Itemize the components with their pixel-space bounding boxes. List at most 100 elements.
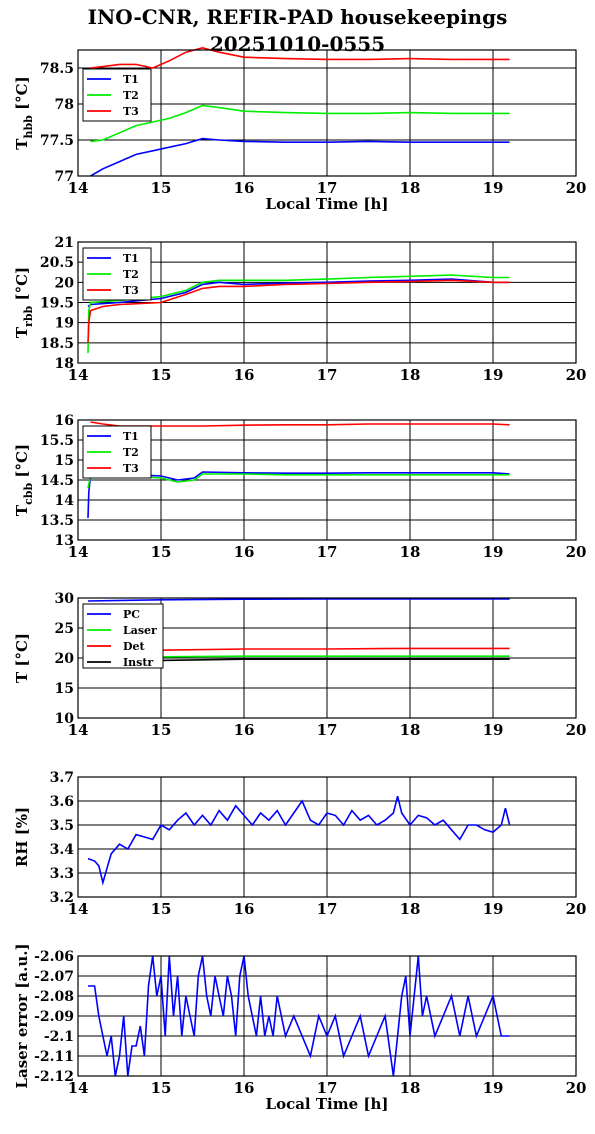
y-axis-label-sub: hbb bbox=[22, 115, 35, 139]
series-line-t1 bbox=[87, 278, 510, 308]
plot-frame bbox=[77, 241, 577, 364]
y-tick-label: 15 bbox=[55, 453, 74, 469]
plot-frame bbox=[77, 49, 577, 177]
y-tick-label: 19 bbox=[55, 316, 74, 332]
figure-title: INO-CNR, REFIR-PAD housekeepings bbox=[87, 5, 508, 29]
chart-panel-4: 10 15 20 25 30 14 15 16 17 18 19 20 T [°C] PC Laser Det… bbox=[13, 591, 586, 739]
series-line-t3 bbox=[90, 421, 510, 427]
series-line-t3 bbox=[87, 279, 510, 343]
y-axis-label-main: RH [%] bbox=[13, 807, 31, 867]
y-tick-label: 13 bbox=[55, 533, 74, 549]
y-tick-label: 25 bbox=[55, 621, 74, 637]
y-tick-label: -2.06 bbox=[34, 949, 74, 965]
y-axis-label: Thbb [°C] bbox=[13, 76, 35, 149]
x-tick-label: 14 bbox=[68, 543, 89, 561]
x-tick-label: 20 bbox=[566, 179, 587, 197]
y-axis-label-unit: [°C] bbox=[13, 267, 31, 306]
y-tick-label: 13.5 bbox=[40, 513, 74, 529]
chart-panel-2: 18 18.5 19 19.5 20 20.5 21 14 15 16 17 18 19 20 Trbb [… bbox=[13, 235, 586, 384]
legend-label: Laser bbox=[123, 624, 157, 637]
series-line-t1 bbox=[87, 471, 510, 519]
x-tick-label: 16 bbox=[234, 1079, 255, 1097]
x-tick-label: 19 bbox=[483, 900, 504, 918]
x-tick-label: 15 bbox=[151, 179, 172, 197]
legend-label: T1 bbox=[123, 430, 139, 443]
y-axis-label-sub: cbb bbox=[22, 483, 35, 505]
x-tick-label: 17 bbox=[317, 366, 338, 384]
x-tick-label: 14 bbox=[68, 366, 89, 384]
plot-frame bbox=[77, 419, 577, 541]
x-tick-label: 17 bbox=[317, 543, 338, 561]
legend: PC Laser Det Instr bbox=[82, 603, 164, 669]
x-tick-label: 16 bbox=[234, 900, 255, 918]
y-axis-label: RH [%] bbox=[13, 807, 31, 867]
y-tick-label: 3.3 bbox=[50, 866, 74, 882]
x-axis-label: Local Time [h] bbox=[266, 1095, 389, 1113]
series-line-t1 bbox=[90, 137, 510, 177]
y-tick-label: -2.08 bbox=[34, 989, 74, 1005]
legend-label: T3 bbox=[123, 462, 139, 475]
x-tick-label: 18 bbox=[400, 900, 421, 918]
x-tick-label: 15 bbox=[151, 721, 172, 739]
y-tick-label: 78 bbox=[55, 97, 74, 113]
x-tick-label: 14 bbox=[68, 179, 89, 197]
x-tick-label: 19 bbox=[483, 179, 504, 197]
y-tick-label: 20.5 bbox=[40, 255, 74, 271]
x-tick-label: 16 bbox=[234, 179, 255, 197]
y-tick-label: 15 bbox=[55, 681, 74, 697]
x-tick-label: 19 bbox=[483, 721, 504, 739]
y-tick-label: 15.5 bbox=[40, 433, 74, 449]
x-tick-label: 20 bbox=[566, 366, 587, 384]
x-tick-label: 18 bbox=[400, 543, 421, 561]
x-tick-label: 14 bbox=[68, 721, 89, 739]
x-tick-label: 18 bbox=[400, 721, 421, 739]
series-line-data bbox=[88, 955, 510, 1077]
x-tick-label: 17 bbox=[317, 721, 338, 739]
x-tick-label: 17 bbox=[317, 179, 338, 197]
x-tick-label: 18 bbox=[400, 1079, 421, 1097]
y-axis-label: T [°C] bbox=[13, 633, 31, 683]
x-tick-label: 19 bbox=[483, 366, 504, 384]
y-tick-label: 10 bbox=[55, 711, 75, 727]
y-axis-label-unit: [°C] bbox=[13, 76, 31, 115]
y-axis-label: Laser error [a.u.] bbox=[13, 943, 31, 1088]
y-axis-label-main: T bbox=[13, 326, 31, 338]
legend-label: Instr bbox=[123, 656, 153, 669]
x-axis-label: Local Time [h] bbox=[266, 195, 389, 213]
y-axis-label: Trbb [°C] bbox=[13, 267, 35, 338]
y-axis-label-main: T bbox=[13, 504, 31, 516]
chart-panel-1: 77 77.5 78 78.5 14 15 16 17 18 19 20 Local Time [h]… bbox=[13, 46, 587, 213]
y-axis-label-main: T [°C] bbox=[13, 633, 31, 683]
legend-label: T3 bbox=[123, 105, 139, 118]
x-tick-label: 17 bbox=[317, 1079, 338, 1097]
chart-panel-5: 3.2 3.3 3.4 3.5 3.6 3.7 14 15 16 17 18 19 20 RH [%] bbox=[13, 770, 586, 918]
y-tick-label: 3.2 bbox=[50, 890, 74, 906]
y-tick-label: 20 bbox=[55, 275, 75, 291]
legend-label: T1 bbox=[123, 73, 139, 86]
legend-label: T2 bbox=[123, 89, 139, 102]
y-tick-label: 14 bbox=[55, 493, 75, 509]
y-tick-label: 18.5 bbox=[40, 336, 74, 352]
y-tick-label: 16 bbox=[55, 413, 74, 429]
chart-panel-3: 13 13.5 14 14.5 15 15.5 16 14 15 16 17 18 19 20 Tcbb [… bbox=[13, 413, 586, 561]
x-tick-label: 16 bbox=[234, 543, 255, 561]
x-tick-label: 15 bbox=[151, 1079, 172, 1097]
legend: T1 T2 T3 bbox=[82, 247, 152, 301]
y-tick-label: 78.5 bbox=[40, 61, 74, 77]
legend-label: T2 bbox=[123, 268, 139, 281]
y-axis-label: Tcbb [°C] bbox=[13, 444, 35, 516]
series-line-data bbox=[87, 796, 511, 886]
y-tick-label: 30 bbox=[55, 591, 75, 607]
y-tick-label: -2.11 bbox=[34, 1049, 74, 1065]
series-line-t2 bbox=[87, 274, 510, 353]
y-tick-label: -2.07 bbox=[34, 969, 74, 985]
x-tick-label: 18 bbox=[400, 179, 421, 197]
x-tick-label: 20 bbox=[566, 900, 587, 918]
y-axis-label-sub: rbb bbox=[22, 305, 35, 326]
x-tick-label: 19 bbox=[483, 543, 504, 561]
plot-frame bbox=[77, 955, 577, 1077]
legend: T1 T2 T3 bbox=[82, 425, 152, 479]
chart-panel-6: -2.12 -2.11 -2.1 -2.09 -2.08 -2.07 -2.06 14 15 16… bbox=[13, 943, 586, 1113]
y-tick-label: 77.5 bbox=[40, 133, 74, 149]
y-tick-label: 3.7 bbox=[50, 770, 74, 786]
